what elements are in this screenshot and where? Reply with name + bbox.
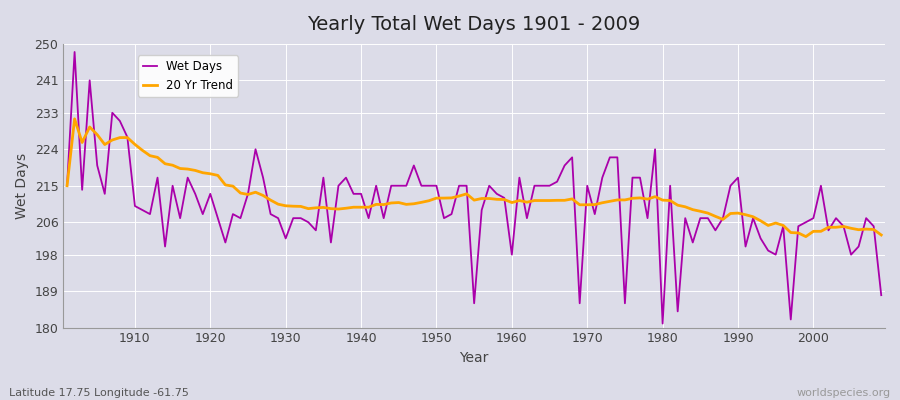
20 Yr Trend (876, 232, 886, 237)
20 Yr Trend (605, 199, 616, 204)
Text: worldspecies.org: worldspecies.org (796, 388, 891, 398)
20 Yr Trend (69, 116, 80, 121)
Line: 20 Yr Trend: 20 Yr Trend (68, 119, 881, 236)
Title: Yearly Total Wet Days 1901 - 2009: Yearly Total Wet Days 1901 - 2009 (308, 15, 641, 34)
20 Yr Trend (130, 142, 140, 147)
20 Yr Trend (514, 198, 525, 203)
20 Yr Trend (800, 234, 811, 239)
Wet Days (876, 293, 886, 298)
Wet Days (657, 321, 668, 326)
Text: Latitude 17.75 Longitude -61.75: Latitude 17.75 Longitude -61.75 (9, 388, 189, 398)
Wet Days (69, 50, 80, 54)
Wet Days (605, 155, 616, 160)
Wet Days (514, 175, 525, 180)
20 Yr Trend (340, 206, 351, 211)
Line: Wet Days: Wet Days (68, 52, 881, 324)
Wet Days (295, 216, 306, 220)
Y-axis label: Wet Days: Wet Days (15, 153, 29, 219)
Legend: Wet Days, 20 Yr Trend: Wet Days, 20 Yr Trend (138, 56, 238, 97)
20 Yr Trend (62, 183, 73, 188)
Wet Days (130, 204, 140, 208)
Wet Days (507, 252, 517, 257)
Wet Days (340, 175, 351, 180)
X-axis label: Year: Year (460, 351, 489, 365)
Wet Days (62, 183, 73, 188)
20 Yr Trend (507, 200, 517, 205)
20 Yr Trend (295, 204, 306, 209)
